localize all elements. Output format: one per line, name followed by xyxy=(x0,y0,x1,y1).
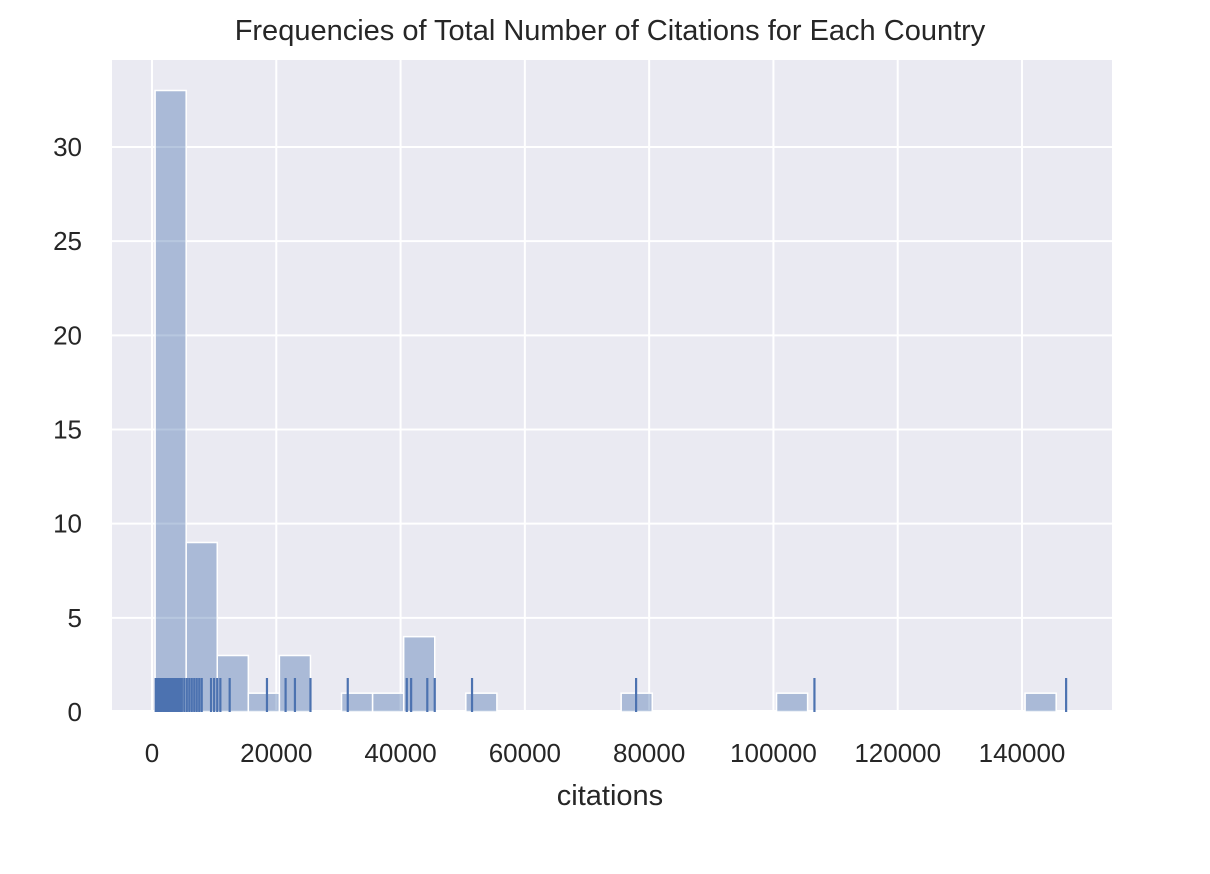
rug-marks xyxy=(154,678,1068,712)
x-tick-label: 120000 xyxy=(854,738,941,768)
x-tick-label: 100000 xyxy=(730,738,817,768)
x-tick-label: 40000 xyxy=(364,738,436,768)
histogram-bar xyxy=(775,692,809,713)
x-tick-label: 20000 xyxy=(240,738,312,768)
y-tick-label: 0 xyxy=(68,697,82,727)
x-tick-labels: 0 20000 40000 60000 80000 100000 120000 140000 xyxy=(145,738,1066,768)
histogram-bar xyxy=(1024,692,1057,713)
y-tick-label: 15 xyxy=(53,415,82,445)
y-tick-label: 20 xyxy=(53,320,82,350)
y-tick-label: 25 xyxy=(53,226,82,256)
plot-background xyxy=(112,60,1112,710)
histogram-bar xyxy=(371,692,405,713)
x-tick-label: 140000 xyxy=(979,738,1066,768)
y-tick-label: 10 xyxy=(53,509,82,539)
x-tick-label: 80000 xyxy=(613,738,685,768)
x-tick-label: 0 xyxy=(145,738,159,768)
y-tick-label: 30 xyxy=(53,132,82,162)
histogram-bar xyxy=(340,692,374,713)
chart-title: Frequencies of Total Number of Citations… xyxy=(235,15,986,47)
histogram-bar xyxy=(154,89,187,713)
x-axis-label: citations xyxy=(557,780,663,812)
histogram-bar xyxy=(402,635,436,713)
histogram-bar xyxy=(247,692,281,713)
x-tick-label: 60000 xyxy=(489,738,561,768)
gridlines xyxy=(112,60,1112,713)
histogram-bar xyxy=(216,654,250,713)
y-tick-labels: 0 5 10 15 20 25 30 xyxy=(53,132,82,727)
histogram-bars xyxy=(154,89,1057,713)
histogram-bar xyxy=(465,692,498,713)
y-tick-label: 5 xyxy=(68,603,82,633)
